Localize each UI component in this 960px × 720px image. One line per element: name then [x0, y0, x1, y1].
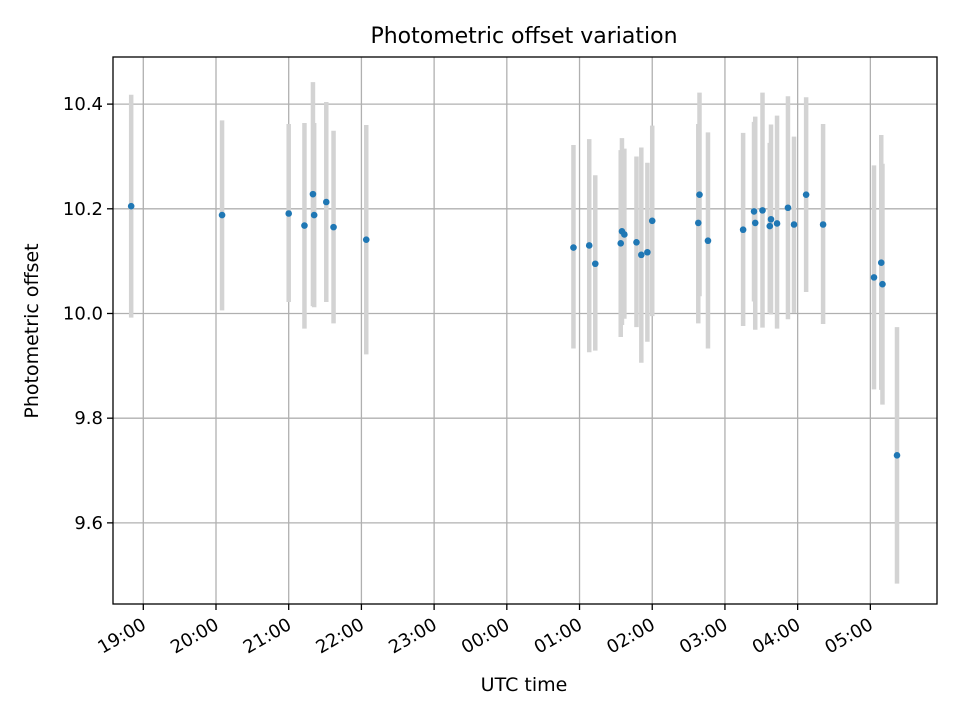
y-tick-label: 9.8	[74, 408, 103, 429]
chart-title: Photometric offset variation	[370, 24, 677, 49]
data-point	[751, 219, 759, 227]
data-point	[704, 237, 712, 245]
data-point	[585, 242, 593, 249]
x-axis-label: UTC time	[481, 674, 568, 696]
data-point	[877, 259, 885, 267]
y-tick-label: 10.4	[63, 94, 103, 115]
data-points	[127, 190, 901, 459]
data-point	[790, 221, 798, 228]
data-point	[127, 202, 135, 210]
data-point	[633, 238, 640, 246]
data-point	[802, 191, 810, 198]
x-tick-label: 05:00	[821, 614, 876, 658]
y-tick-label: 9.6	[74, 513, 103, 534]
data-point	[893, 452, 901, 459]
data-point	[819, 221, 827, 228]
data-point	[330, 223, 337, 231]
data-point	[759, 207, 766, 214]
data-point	[739, 226, 747, 234]
data-point	[591, 260, 599, 268]
data-point	[570, 244, 577, 251]
data-point	[310, 211, 318, 219]
plot-frame	[112, 56, 938, 605]
x-tick-label: 21:00	[240, 614, 295, 658]
x-axis-ticks: 19:00 20:00 21:00 22:00 23:00 00:00 01:00 02:00…	[94, 604, 877, 658]
data-point	[218, 211, 226, 219]
x-tick-label: 00:00	[458, 614, 513, 658]
x-tick-label: 01:00	[531, 614, 586, 658]
data-point	[648, 217, 656, 225]
data-point	[617, 240, 625, 247]
y-tick-label: 10.2	[63, 199, 103, 220]
data-point	[285, 210, 293, 217]
x-tick-label: 20:00	[167, 614, 222, 658]
data-point	[694, 219, 702, 227]
y-axis-ticks: 9.6 9.8 10.0 10.2 10.4	[63, 94, 113, 534]
x-tick-label: 22:00	[312, 614, 367, 658]
x-tick-label: 02:00	[603, 614, 658, 658]
data-point	[773, 220, 781, 227]
y-tick-label: 10.0	[63, 303, 103, 324]
data-point	[644, 248, 651, 256]
data-point	[638, 251, 645, 259]
data-point	[696, 191, 703, 198]
data-point	[322, 198, 330, 206]
data-point	[870, 274, 878, 281]
data-point	[621, 231, 628, 238]
error-bars	[128, 82, 900, 584]
data-point	[301, 222, 308, 229]
data-point	[362, 236, 370, 243]
data-point	[879, 280, 886, 288]
data-point	[750, 208, 758, 215]
data-point	[767, 215, 775, 223]
data-point	[766, 222, 774, 230]
x-tick-label: 04:00	[749, 614, 804, 658]
y-axis-label: Photometric offset	[21, 243, 43, 418]
x-tick-label: 23:00	[385, 614, 440, 658]
data-point	[309, 190, 317, 198]
grid-lines	[113, 57, 937, 604]
data-point	[784, 204, 792, 212]
x-tick-label: 03:00	[676, 614, 731, 658]
x-tick-label: 19:00	[94, 614, 149, 658]
